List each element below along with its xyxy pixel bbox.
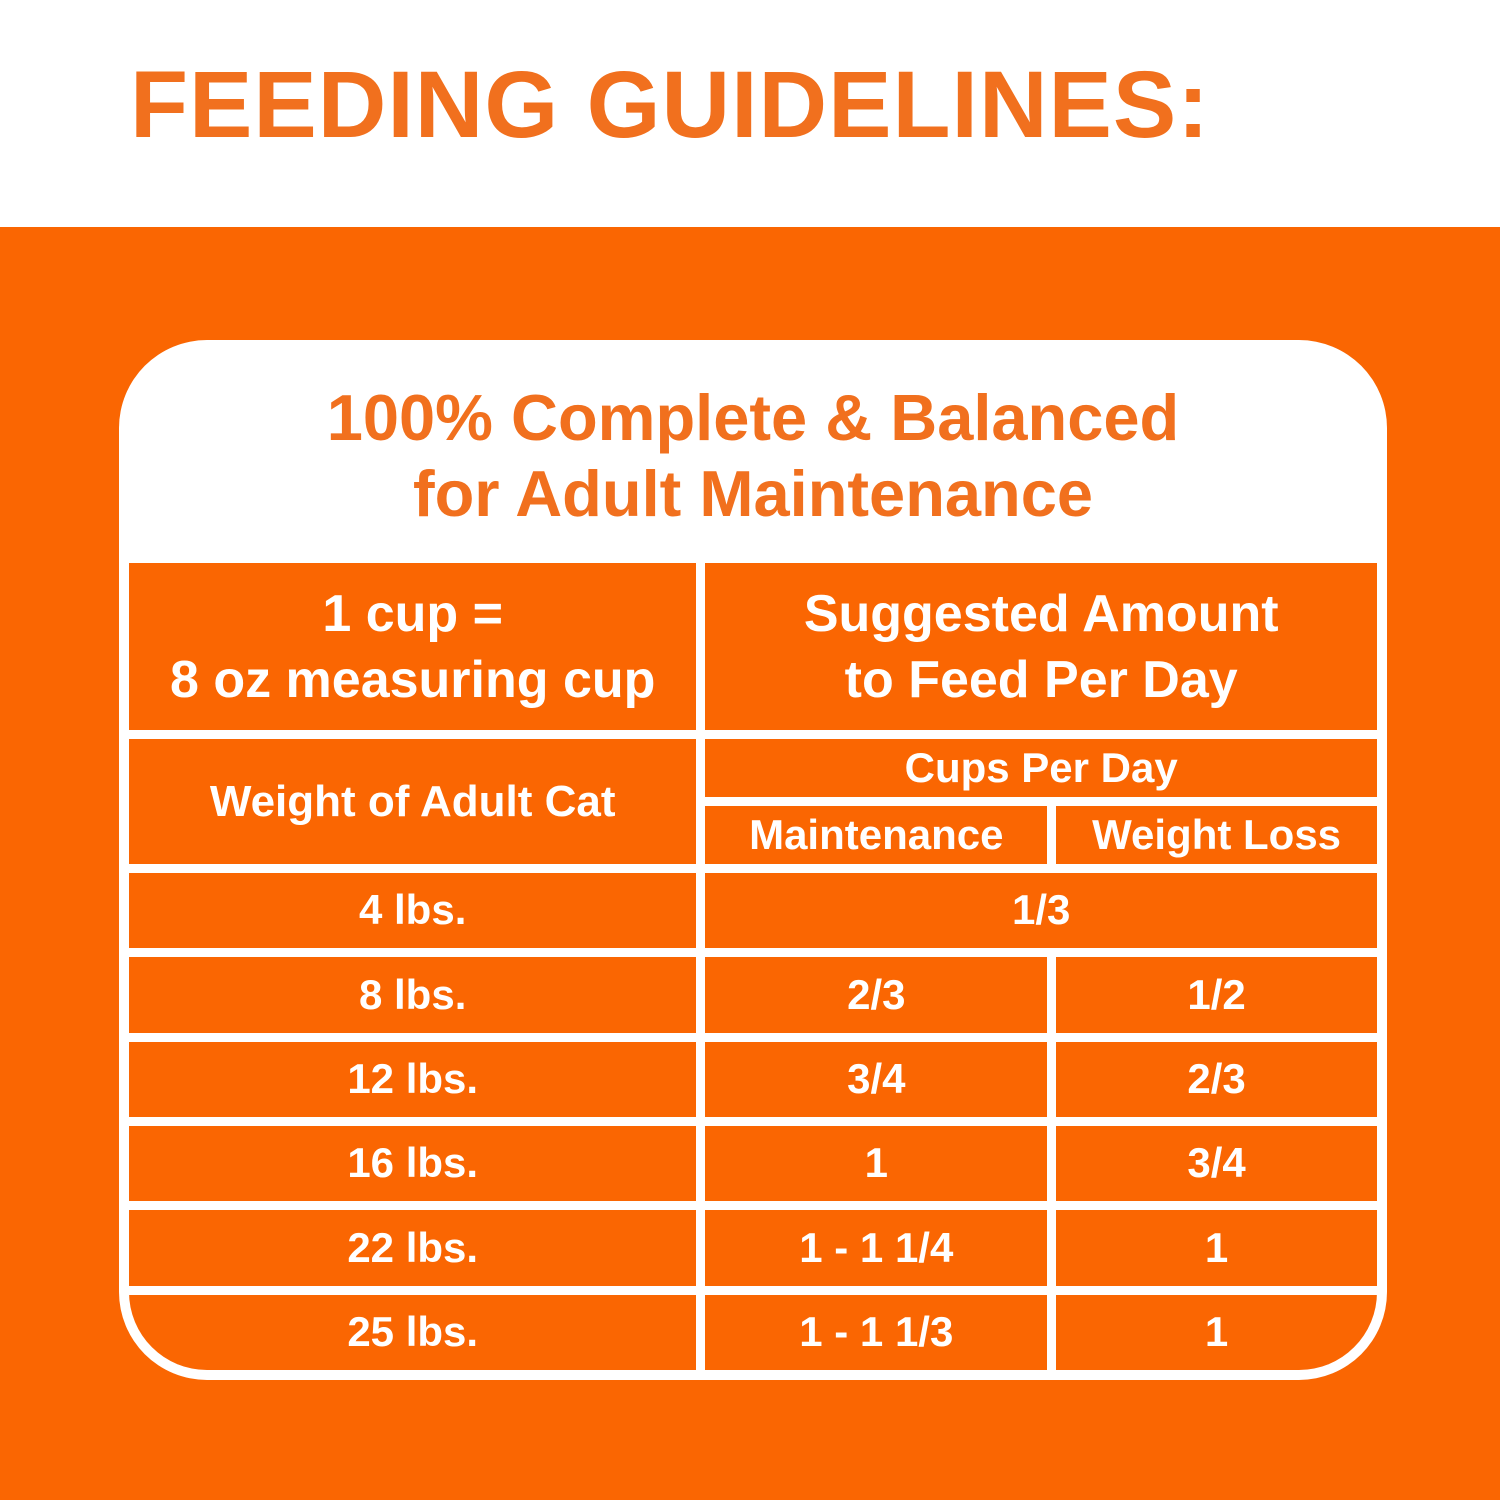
weight-loss-cell: 3/4 bbox=[1056, 1126, 1377, 1202]
card-heading-line2: for Adult Maintenance bbox=[412, 457, 1094, 530]
maintenance-cell: 1 bbox=[705, 1126, 1048, 1202]
feeding-table: 1 cup = 8 oz measuring cup Suggested Amo… bbox=[129, 563, 1377, 1370]
maintenance-cell: 2/3 bbox=[705, 957, 1048, 1033]
card-heading-line1: 100% Complete & Balanced bbox=[326, 381, 1180, 454]
header-weight-of-adult-cat: Weight of Adult Cat bbox=[129, 739, 697, 864]
cup-definition-line1: 1 cup = bbox=[322, 584, 503, 643]
page-title: FEEDING GUIDELINES: bbox=[130, 52, 1210, 158]
weight-cell: 25 lbs. bbox=[129, 1294, 697, 1370]
merged-value-cell: 1/3 bbox=[705, 873, 1377, 949]
guidelines-card: 100% Complete & Balanced for Adult Maint… bbox=[119, 340, 1387, 1380]
header-band: FEEDING GUIDELINES: bbox=[0, 0, 1500, 227]
weight-cell: 4 lbs. bbox=[129, 873, 697, 949]
header-maintenance: Maintenance bbox=[705, 806, 1048, 864]
weight-loss-cell: 1 bbox=[1056, 1294, 1377, 1370]
cup-definition-line2: 8 oz measuring cup bbox=[169, 650, 656, 709]
suggested-amount-line1: Suggested Amount bbox=[803, 584, 1279, 643]
weight-cell: 12 lbs. bbox=[129, 1041, 697, 1117]
card-heading: 100% Complete & Balanced for Adult Maint… bbox=[119, 380, 1387, 532]
header-weight-loss: Weight Loss bbox=[1056, 806, 1377, 864]
maintenance-cell: 1 - 1 1/4 bbox=[705, 1210, 1048, 1286]
weight-cell: 16 lbs. bbox=[129, 1126, 697, 1202]
weight-loss-cell: 2/3 bbox=[1056, 1041, 1377, 1117]
header-suggested-amount: Suggested Amount to Feed Per Day bbox=[705, 563, 1377, 730]
maintenance-cell: 3/4 bbox=[705, 1041, 1048, 1117]
suggested-amount-line2: to Feed Per Day bbox=[844, 650, 1238, 709]
weight-cell: 22 lbs. bbox=[129, 1210, 697, 1286]
weight-cell: 8 lbs. bbox=[129, 957, 697, 1033]
header-cup-definition: 1 cup = 8 oz measuring cup bbox=[129, 563, 697, 730]
weight-loss-cell: 1 bbox=[1056, 1210, 1377, 1286]
orange-section: 100% Complete & Balanced for Adult Maint… bbox=[0, 227, 1500, 1500]
maintenance-cell: 1 - 1 1/3 bbox=[705, 1294, 1048, 1370]
weight-loss-cell: 1/2 bbox=[1056, 957, 1377, 1033]
header-cups-per-day: Cups Per Day bbox=[705, 739, 1377, 797]
